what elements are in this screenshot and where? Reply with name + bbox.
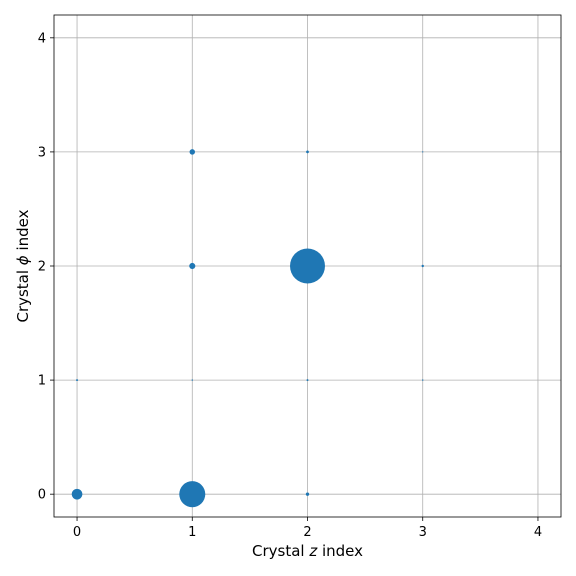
x-axis-label: Crystal z index bbox=[252, 542, 363, 560]
x-tick-label: 2 bbox=[303, 525, 311, 540]
data-point bbox=[191, 379, 193, 381]
y-tick-label: 1 bbox=[38, 374, 46, 389]
y-tick-label: 0 bbox=[38, 488, 46, 503]
data-point bbox=[189, 262, 196, 270]
x-tick-label: 1 bbox=[188, 525, 196, 540]
data-point bbox=[76, 379, 79, 382]
y-axis-label: Crystal ϕ index bbox=[14, 209, 32, 322]
x-axis-label-suffix: index bbox=[317, 542, 363, 560]
data-point bbox=[306, 150, 309, 154]
data-point bbox=[421, 264, 424, 268]
y-axis-label-suffix: index bbox=[14, 209, 32, 255]
y-axis-label-prefix: Crystal bbox=[14, 265, 32, 322]
data-point bbox=[422, 379, 424, 381]
axis-ticks: 0 1 2 3 4 0 1 2 3 4 bbox=[38, 31, 542, 540]
data-point bbox=[290, 248, 325, 284]
data-point bbox=[189, 149, 196, 155]
x-axis-label-symbol: z bbox=[308, 542, 318, 560]
x-tick-label: 3 bbox=[419, 525, 427, 540]
x-tick-label: 4 bbox=[534, 525, 542, 540]
y-tick-label: 2 bbox=[38, 260, 46, 275]
y-axis-label-symbol: ϕ bbox=[14, 255, 32, 265]
y-tick-label: 3 bbox=[38, 145, 46, 160]
data-point bbox=[422, 151, 424, 153]
y-tick-label: 4 bbox=[38, 31, 46, 46]
x-tick-label: 0 bbox=[73, 525, 81, 540]
data-point bbox=[306, 379, 309, 382]
data-point bbox=[179, 481, 206, 508]
data-point bbox=[305, 492, 310, 496]
x-axis-label-prefix: Crystal bbox=[252, 542, 309, 560]
data-point bbox=[71, 488, 83, 500]
data-points bbox=[71, 149, 424, 508]
